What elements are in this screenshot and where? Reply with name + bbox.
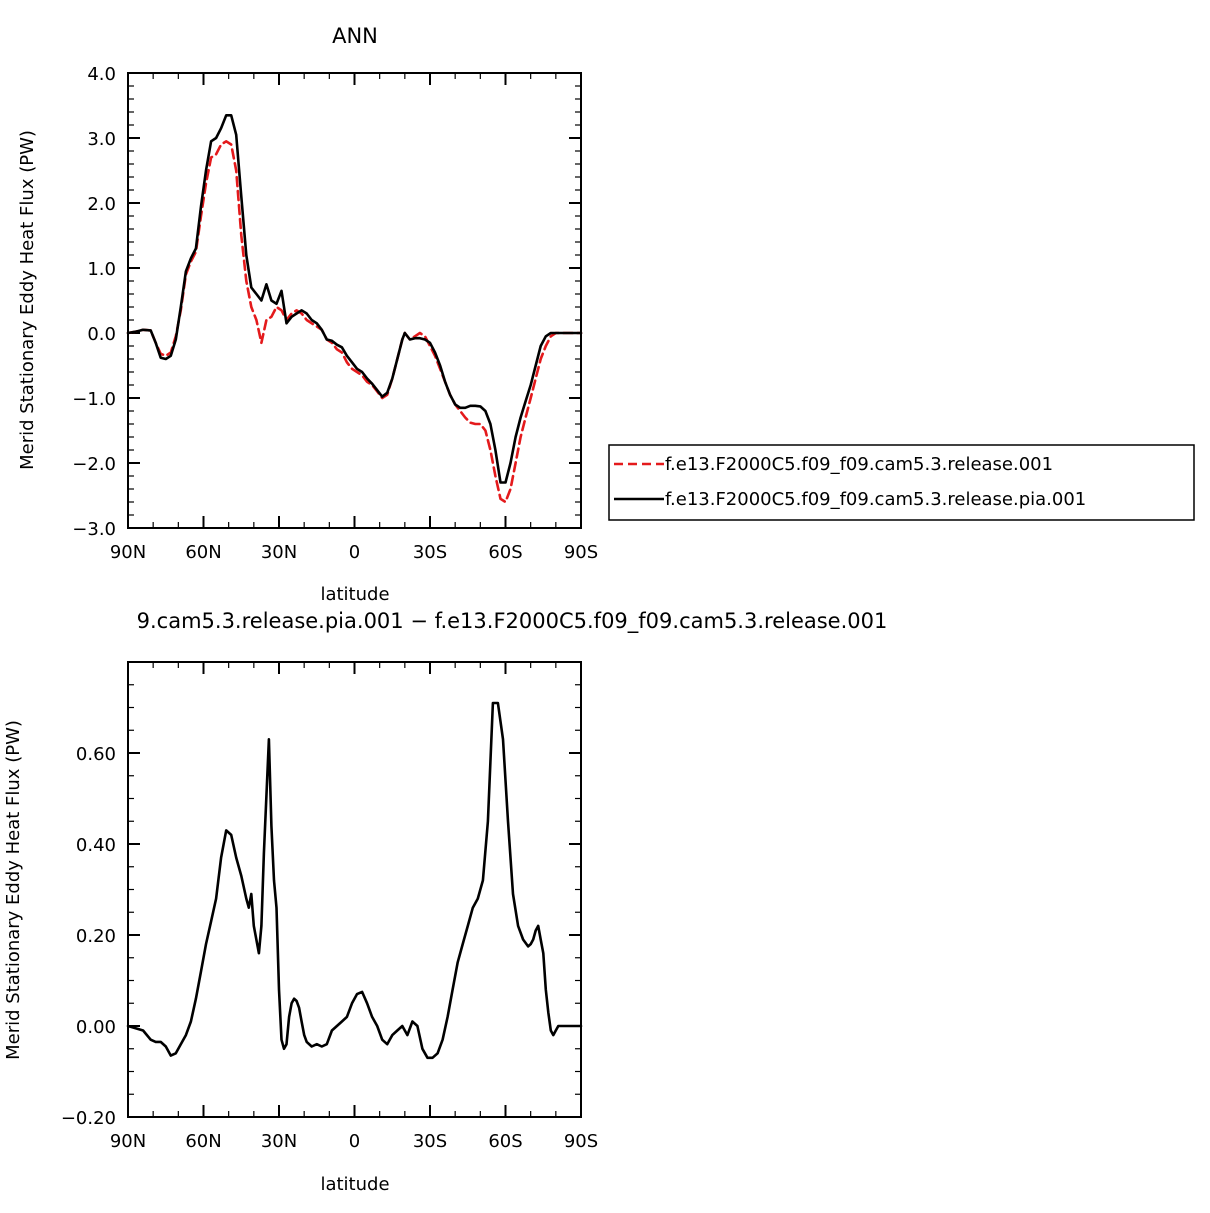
x-tick-label: 60N xyxy=(185,1131,221,1152)
y-tick-label: 2.0 xyxy=(87,194,116,215)
legend-box xyxy=(608,444,1195,521)
y-tick-label: 0.60 xyxy=(76,744,116,765)
bottom-panel: 9.cam5.3.release.pia.001 − f.e13.F2000C5… xyxy=(3,609,887,1195)
y-tick-label: −3.0 xyxy=(72,519,116,540)
legend-label-series-1: f.e13.F2000C5.f09_f09.cam5.3.release.001 xyxy=(665,454,1053,475)
y-tick-label: 4.0 xyxy=(87,64,116,85)
y-tick-label: 0.0 xyxy=(87,324,116,345)
top-panel-series xyxy=(126,114,583,504)
top-panel: ANN Merid Stationary Eddy Heat Flux (PW)… xyxy=(17,24,1195,605)
x-tick-label: 30N xyxy=(261,1131,297,1152)
bottom-panel-plot-frame xyxy=(127,661,582,1118)
x-tick-label: 30S xyxy=(413,542,447,563)
bottom-panel-title: 9.cam5.3.release.pia.001 − f.e13.F2000C5… xyxy=(137,609,888,634)
y-tick-label: 0.40 xyxy=(76,835,116,856)
y-tick-label: −2.0 xyxy=(72,454,116,475)
x-tick-label: 90S xyxy=(564,542,598,563)
bottom-panel-y-axis-label: Merid Stationary Eddy Heat Flux (PW) xyxy=(3,720,24,1060)
y-tick-label: 0.00 xyxy=(76,1017,116,1038)
y-tick-label: −1.0 xyxy=(72,389,116,410)
x-tick-label: 90S xyxy=(564,1131,598,1152)
top-panel-y-axis-label: Merid Stationary Eddy Heat Flux (PW) xyxy=(17,130,38,470)
legend-label-series-2: f.e13.F2000C5.f09_f09.cam5.3.release.pia… xyxy=(665,489,1086,510)
x-tick-label: 90N xyxy=(110,1131,146,1152)
y-tick-label: 0.20 xyxy=(76,926,116,947)
x-tick-label: 30S xyxy=(413,1131,447,1152)
series-line-1 xyxy=(126,140,583,504)
top-panel-x-axis-label: latitude xyxy=(320,584,389,605)
legend: f.e13.F2000C5.f09_f09.cam5.3.release.001… xyxy=(608,444,1195,521)
x-tick-label: 90N xyxy=(110,542,146,563)
series-line-2 xyxy=(126,114,583,484)
series-line-1 xyxy=(126,701,583,1060)
x-tick-label: 0 xyxy=(349,542,360,563)
x-tick-label: 60S xyxy=(488,542,522,563)
x-tick-label: 0 xyxy=(349,1131,360,1152)
y-tick-label: 1.0 xyxy=(87,259,116,280)
x-tick-label: 60S xyxy=(488,1131,522,1152)
y-tick-label: −0.20 xyxy=(61,1108,116,1129)
bottom-panel-ticks: 90N 60N 30N 0 30S 60S 90S −0.20 0.00 0.20 0.40 0.60 xyxy=(61,661,598,1152)
bottom-panel-series xyxy=(126,701,583,1060)
y-tick-label: 3.0 xyxy=(87,129,116,150)
top-panel-plot-frame xyxy=(127,72,582,529)
bottom-panel-x-axis-label: latitude xyxy=(320,1174,389,1195)
top-panel-ticks: 90N 60N 30N 0 30S 60S 90S −3.0 −2.0 −1.0 0.0 1.0 2.0… xyxy=(72,64,598,563)
top-panel-title: ANN xyxy=(332,24,378,48)
x-tick-label: 30N xyxy=(261,542,297,563)
x-tick-label: 60N xyxy=(185,542,221,563)
